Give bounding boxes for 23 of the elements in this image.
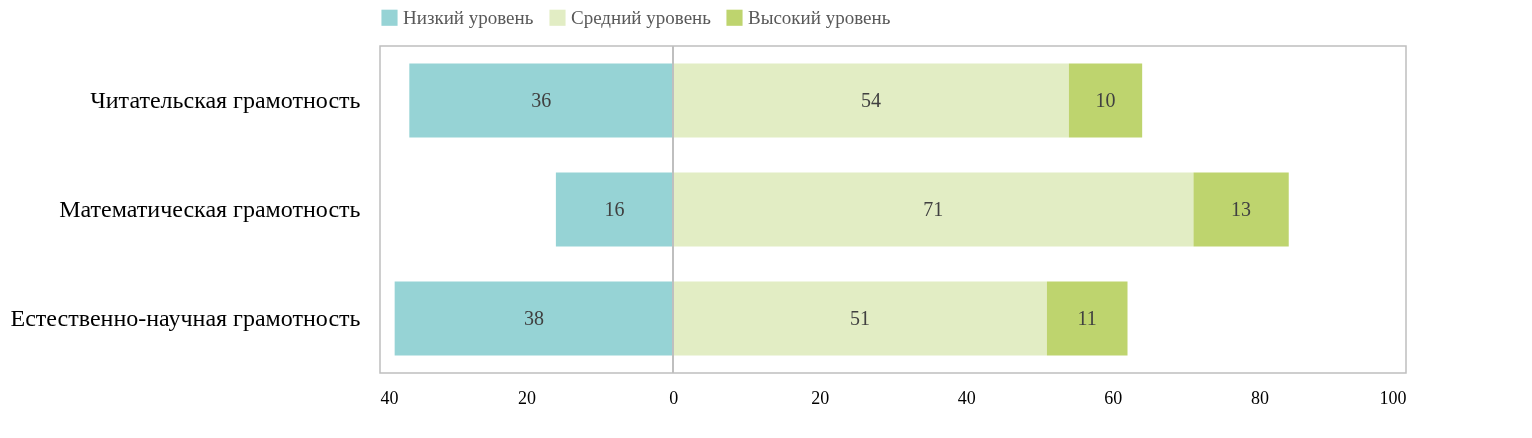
legend-label: Высокий уровень	[748, 6, 891, 28]
x-tick-label: 40	[380, 387, 399, 408]
y-tick-label: Естественно-научная грамотность	[10, 304, 361, 331]
x-tick-label: 20	[811, 387, 830, 408]
x-tick-label: 0	[669, 387, 679, 408]
data-label: 54	[861, 88, 882, 111]
x-tick-label: 40	[957, 387, 976, 408]
data-label: 11	[1077, 306, 1097, 329]
x-tick-label: 20	[518, 387, 537, 408]
data-label: 38	[523, 306, 544, 329]
legend-label: Средний уровень	[571, 6, 712, 28]
data-label: 16	[604, 197, 625, 220]
legend-label: Низкий уровень	[403, 6, 534, 28]
data-label: 36	[531, 88, 552, 111]
x-tick-label: 80	[1250, 387, 1269, 408]
data-label: 71	[923, 197, 944, 220]
y-tick-label: Читательская грамотность	[90, 86, 361, 113]
y-tick-label: Математическая грамотность	[59, 195, 361, 222]
data-label: 10	[1095, 88, 1116, 111]
data-label: 51	[850, 306, 871, 329]
data-label: 13	[1231, 197, 1252, 220]
x-tick-label: 100	[1379, 387, 1407, 408]
x-tick-label: 60	[1104, 387, 1123, 408]
